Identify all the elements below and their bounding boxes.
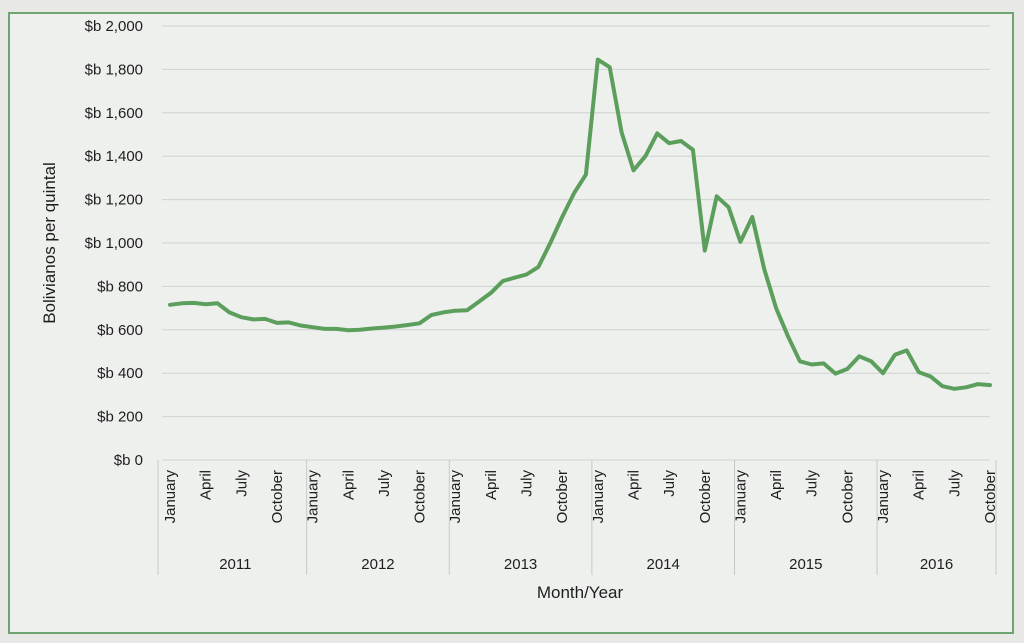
year-label: 2011 [219, 556, 251, 573]
x-tick-label: April [768, 470, 785, 500]
x-tick-label: April [483, 470, 500, 500]
y-axis-label: Bolivianos per quintal [40, 162, 59, 324]
y-tick-label: $b 1,600 [85, 105, 143, 122]
x-tick-label: January [590, 470, 607, 524]
x-tick-label: July [519, 470, 536, 497]
y-tick-label: $b 1,800 [85, 61, 143, 78]
y-tick-label: $b 1,200 [85, 192, 143, 209]
y-tick-label: $b 1,400 [85, 148, 143, 165]
x-tick-label: July [946, 470, 963, 497]
x-tick-label: April [340, 470, 357, 500]
series [168, 57, 992, 391]
year-label: 2012 [361, 556, 394, 573]
series-line [168, 57, 992, 391]
x-tick-label: January [875, 470, 892, 524]
x-tick-label: July [376, 470, 393, 497]
x-axis: January April July October 2011 January April J… [157, 460, 999, 575]
x-tick-label: July [804, 470, 821, 497]
y-tick-label: $b 0 [114, 452, 143, 469]
x-axis-label: Month/Year [537, 583, 624, 602]
y-tick-label: $b 800 [97, 278, 143, 295]
x-tick-label: January [447, 470, 464, 524]
x-tick-label: October [982, 470, 999, 523]
x-tick-label: October [269, 470, 286, 523]
year-label: 2016 [920, 556, 953, 573]
x-tick-label: April [911, 470, 928, 500]
y-tick-label: $b 200 [97, 409, 143, 426]
x-tick-label: October [697, 470, 714, 523]
x-tick-label: January [732, 470, 749, 524]
year-label: 2014 [647, 556, 680, 573]
x-tick-label: April [198, 470, 215, 500]
x-tick-label: January [305, 470, 322, 524]
x-tick-label: October [839, 470, 856, 523]
y-axis-ticks: $b 0 $b 200 $b 400 $b 600 $b 800 $b 1,000 $b 1… [85, 18, 143, 469]
y-tick-label: $b 2,000 [85, 18, 143, 35]
y-tick-label: $b 1,000 [85, 235, 143, 252]
gridlines [162, 25, 990, 461]
x-tick-label: April [625, 470, 642, 500]
x-tick-label: January [162, 470, 179, 524]
x-tick-label: October [412, 470, 429, 523]
x-tick-label: October [554, 470, 571, 523]
y-tick-label: $b 400 [97, 365, 143, 382]
year-label: 2015 [789, 556, 822, 573]
chart-frame [8, 12, 1014, 634]
x-tick-label: July [661, 470, 678, 497]
year-label: 2013 [504, 556, 537, 573]
y-tick-label: $b 600 [97, 322, 143, 339]
x-tick-label: July [233, 470, 250, 497]
